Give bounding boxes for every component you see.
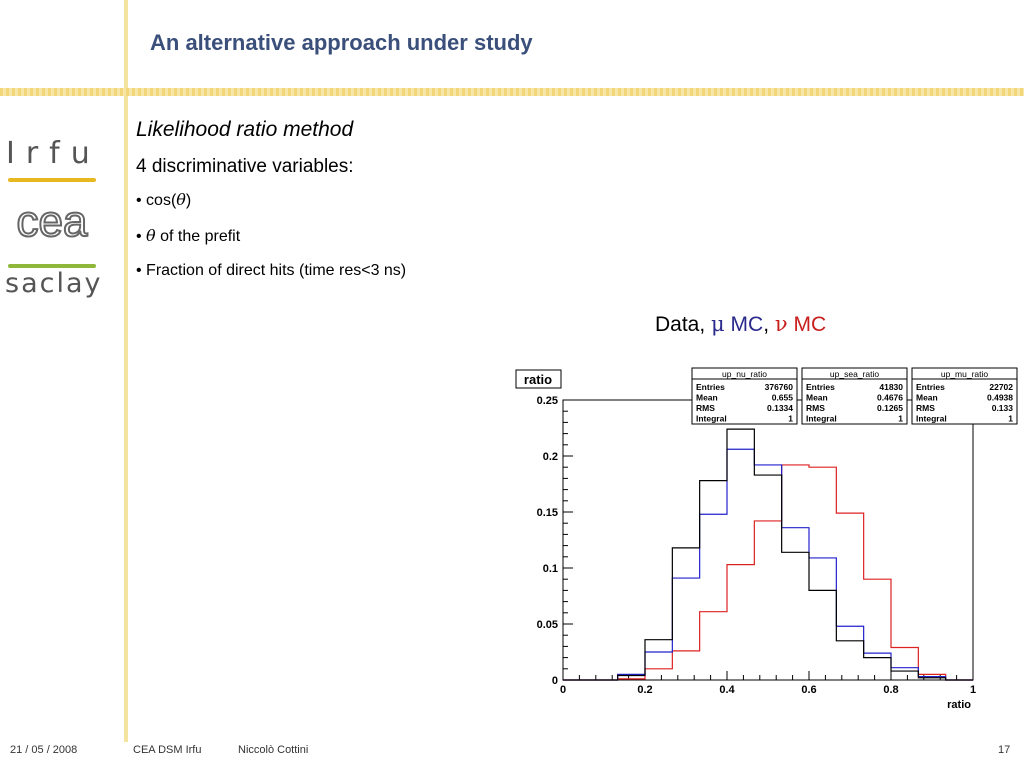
stat-value: 0.4938 xyxy=(987,393,1013,403)
stat-value: 1 xyxy=(1008,414,1013,424)
x-tick-label: 0.4 xyxy=(719,684,735,696)
y-tick-label: 0.2 xyxy=(543,451,558,463)
stat-box xyxy=(801,367,908,425)
stat-label: Entries xyxy=(916,382,945,392)
stat-label: Entries xyxy=(696,382,725,392)
histogram-series xyxy=(563,428,973,681)
y-tick-label: 0.1 xyxy=(543,563,558,575)
stat-label: Integral xyxy=(696,414,727,424)
nu-symbol: ν xyxy=(774,312,788,336)
stat-value: 1 xyxy=(788,414,793,424)
stat-value: 0.1334 xyxy=(767,403,793,413)
logo-divider-yellow xyxy=(8,178,96,182)
stat-box xyxy=(911,367,1018,425)
x-tick-label: 0.8 xyxy=(883,684,898,696)
bullet-theta-prefit: • θ of the prefit xyxy=(136,226,406,246)
footer-org: CEA DSM Irfu xyxy=(133,744,202,756)
stat-value: 0.655 xyxy=(772,393,794,403)
caption-comma: , xyxy=(763,313,770,336)
bullet-1-prefix: • cos( xyxy=(136,192,177,209)
stat-label: RMS xyxy=(806,403,825,413)
theta-symbol: θ xyxy=(176,190,186,209)
stat-box-title: up_nu_ratio xyxy=(722,369,767,379)
x-axis: 0 0.2 0.4 0.6 0.8 1 xyxy=(560,671,976,696)
stat-boxes: up_nu_ratio Entries 376760 Mean 0.655 RMS 0.13… xyxy=(691,367,1018,425)
caption-mu-mc: MC xyxy=(724,313,764,336)
y-tick-label: 0.25 xyxy=(537,395,558,407)
stat-label: Mean xyxy=(806,393,828,403)
slide-title: An alternative approach under study xyxy=(150,30,533,55)
x-tick-label: 0.6 xyxy=(801,684,816,696)
footer-date: 21 / 05 / 2008 xyxy=(10,744,78,756)
chart-title-box xyxy=(515,369,562,389)
irfu-logo: Irfu xyxy=(6,136,101,171)
caption-data: Data, xyxy=(655,313,706,336)
vertical-accent-line xyxy=(124,0,128,742)
stat-label: Mean xyxy=(916,393,938,403)
y-tick-label: 0.15 xyxy=(537,507,558,519)
y-tick-label: 0 xyxy=(552,675,558,687)
series-up_mu_ratio xyxy=(563,428,973,681)
footer-page-number: 17 xyxy=(998,744,1011,756)
stat-value: 0.1265 xyxy=(877,403,903,413)
x-tick-label: 0 xyxy=(560,684,566,696)
saclay-logo: saclay xyxy=(5,268,103,299)
chart-caption: Data, μ MC, ν MC xyxy=(655,312,826,337)
stat-value: 41830 xyxy=(879,382,903,392)
bullet-cos-theta: • cos(θ) xyxy=(136,190,406,210)
stat-value: 0.4676 xyxy=(877,393,903,403)
stat-value: 22702 xyxy=(989,382,1013,392)
stat-box xyxy=(691,367,798,425)
method-heading: Likelihood ratio method xyxy=(136,118,354,141)
stat-label: RMS xyxy=(696,403,715,413)
slide-content: Likelihood ratio method 4 discriminative… xyxy=(136,118,406,296)
theta-symbol: θ xyxy=(146,226,156,245)
chart-title: ratio xyxy=(524,372,552,387)
stat-value: 376760 xyxy=(765,382,794,392)
y-axis: 0 0.05 0.1 0.15 0.2 0.25 xyxy=(537,395,573,687)
bullet-1-suffix: ) xyxy=(185,192,192,209)
horizontal-accent-band xyxy=(0,88,1024,96)
stat-label: Mean xyxy=(696,393,718,403)
bullet-2-suffix: of the prefit xyxy=(155,228,241,245)
stat-label: Integral xyxy=(916,414,947,424)
bullet-direct-hits: • Fraction of direct hits (time res<3 ns… xyxy=(136,262,407,279)
stat-label: Entries xyxy=(806,382,835,392)
stat-value: 1 xyxy=(898,414,903,424)
x-tick-label: 0.2 xyxy=(637,684,652,696)
stat-box-title: up_mu_ratio xyxy=(941,369,989,379)
logo-divider-green xyxy=(8,264,96,268)
footer-author: Niccolò Cottini xyxy=(238,744,309,756)
mu-symbol: μ xyxy=(711,312,725,336)
ratio-histogram: ratio 0 0.05 0.1 0.15 0.2 0.25 0 0.2 0.4 0.6 0.8 1… xyxy=(510,364,1020,716)
y-tick-label: 0.05 xyxy=(537,619,558,631)
cea-logo: cea xyxy=(16,196,89,247)
x-axis-label: ratio xyxy=(947,699,971,711)
caption-nu-mc: MC xyxy=(787,313,827,336)
variables-heading: 4 discriminative variables: xyxy=(136,156,354,177)
stat-label: RMS xyxy=(916,403,935,413)
bullet-2-prefix: • xyxy=(136,228,147,245)
stat-box-title: up_sea_ratio xyxy=(830,369,879,379)
stat-value: 0.133 xyxy=(992,403,1014,413)
cea-logo-text: cea xyxy=(17,197,88,246)
stat-label: Integral xyxy=(806,414,837,424)
x-tick-label: 1 xyxy=(970,684,976,696)
